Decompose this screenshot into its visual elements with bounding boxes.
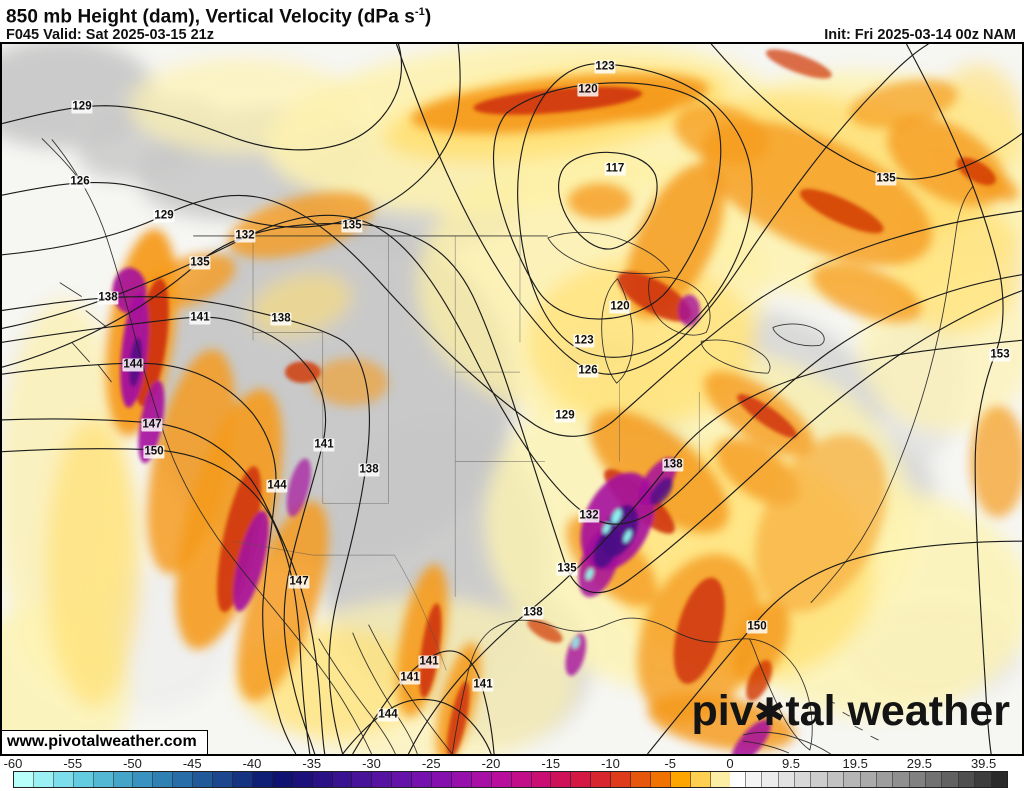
colorbar-tick: -10 — [601, 756, 620, 771]
colorbar-tick: 39.5 — [970, 756, 997, 771]
colorbar-segment — [33, 772, 54, 787]
colorbar-segment — [252, 772, 273, 787]
colorbar-segment — [213, 772, 233, 787]
weather-field-graphic — [2, 44, 1022, 754]
colorbar-segment — [332, 772, 353, 787]
colorbar-tick-row: -60 -55 -50 -45 -40 -35 -30 -25 -20 -15 -10 -5 0 9.5 1… — [0, 756, 1024, 771]
colorbar-segment — [975, 772, 992, 787]
colorbar-segment — [795, 772, 812, 787]
colorbar-tick: -55 — [63, 756, 83, 771]
logo-text-right: tal weather — [785, 687, 1010, 735]
colorbar-segment — [844, 772, 861, 787]
colorbar-segment — [651, 772, 671, 787]
colorbar-segment — [942, 772, 959, 787]
colorbar-segment — [412, 772, 433, 787]
colorbar-segment — [860, 772, 877, 787]
colorbar-segment — [876, 772, 894, 787]
colorbar-legend: -60 -55 -50 -45 -40 -35 -30 -25 -20 -15 -10 -5 0 9.5 1… — [0, 756, 1024, 791]
colorbar-segment — [991, 772, 1007, 787]
colorbar-segment — [14, 772, 34, 787]
colorbar-segment — [272, 772, 293, 787]
colorbar-segment — [762, 772, 779, 787]
logo-asterisk-icon: ✱ — [753, 690, 786, 734]
colorbar-segment — [53, 772, 74, 787]
colorbar-segment — [745, 772, 763, 787]
pivotalweather-logo: piv✱tal weather — [692, 690, 1010, 734]
colorbar-negative-side — [14, 772, 730, 787]
colorbar-segment — [729, 772, 746, 787]
colorbar-tick: -5 — [664, 756, 677, 771]
colorbar-tick: 19.5 — [842, 756, 868, 771]
colorbar-segment — [451, 772, 472, 787]
colorbar-bar — [13, 771, 1008, 788]
colorbar-segment — [827, 772, 845, 787]
colorbar-segment — [511, 772, 532, 787]
colorbar-segment — [113, 772, 134, 787]
colorbar-segment — [372, 772, 393, 787]
website-url: www.pivotalweather.com — [7, 733, 197, 750]
map-title: 850 mb Height (dam), Vertical Velocity (… — [6, 6, 432, 28]
colorbar-segment — [73, 772, 94, 787]
colorbar-tick: -30 — [362, 756, 381, 771]
forecast-valid-label: F045 Valid: Sat 2025-03-15 21z — [6, 27, 214, 44]
colorbar-segment — [193, 772, 214, 787]
colorbar-segment — [631, 772, 651, 787]
colorbar-positive-side — [729, 772, 1007, 787]
colorbar-segment — [690, 772, 711, 787]
colorbar-tick: -20 — [481, 756, 501, 771]
colorbar-segment — [909, 772, 927, 787]
colorbar-segment — [432, 772, 452, 787]
colorbar-segment — [778, 772, 796, 787]
colorbar-segment — [571, 772, 592, 787]
colorbar-tick: -15 — [541, 756, 561, 771]
colorbar-segment — [958, 772, 976, 787]
state-borders — [233, 235, 700, 671]
colorbar-segment — [811, 772, 828, 787]
colorbar-segment — [491, 772, 512, 787]
colorbar-tick: -60 — [3, 756, 23, 771]
colorbar-tick: -25 — [421, 756, 441, 771]
colorbar-segment — [173, 772, 194, 787]
colorbar-segment — [591, 772, 612, 787]
logo-text-left: piv — [691, 687, 754, 735]
colorbar-segment — [292, 772, 313, 787]
website-url-box: www.pivotalweather.com — [2, 730, 208, 754]
colorbar-tick: -45 — [182, 756, 202, 771]
colorbar-segment — [153, 772, 174, 787]
colorbar-segment — [232, 772, 253, 787]
colorbar-segment — [531, 772, 552, 787]
colorbar-segment — [670, 772, 691, 787]
colorbar-tick: 29.5 — [906, 756, 933, 771]
map-area: 129 126 129 132 135 135 138 141 138 144 147 150 141 1… — [0, 42, 1024, 756]
colorbar-tick: 9.5 — [781, 756, 801, 771]
colorbar-segment — [926, 772, 943, 787]
colorbar-segment — [611, 772, 632, 787]
colorbar-segment — [471, 772, 492, 787]
colorbar-segment — [133, 772, 154, 787]
colorbar-segment — [312, 772, 333, 787]
colorbar-tick: -50 — [123, 756, 142, 771]
colorbar-segment — [93, 772, 114, 787]
colorbar-segment — [710, 772, 730, 787]
colorbar-segment — [893, 772, 910, 787]
colorbar-segment — [392, 772, 413, 787]
colorbar-tick: 0 — [726, 756, 734, 771]
colorbar-segment — [352, 772, 373, 787]
colorbar-tick: -35 — [302, 756, 322, 771]
model-init-label: Init: Fri 2025-03-14 00z NAM — [824, 27, 1016, 44]
map-header: 850 mb Height (dam), Vertical Velocity (… — [0, 0, 1024, 44]
colorbar-tick: -40 — [242, 756, 262, 771]
coastlines — [41, 138, 974, 754]
colorbar-segment — [551, 772, 572, 787]
